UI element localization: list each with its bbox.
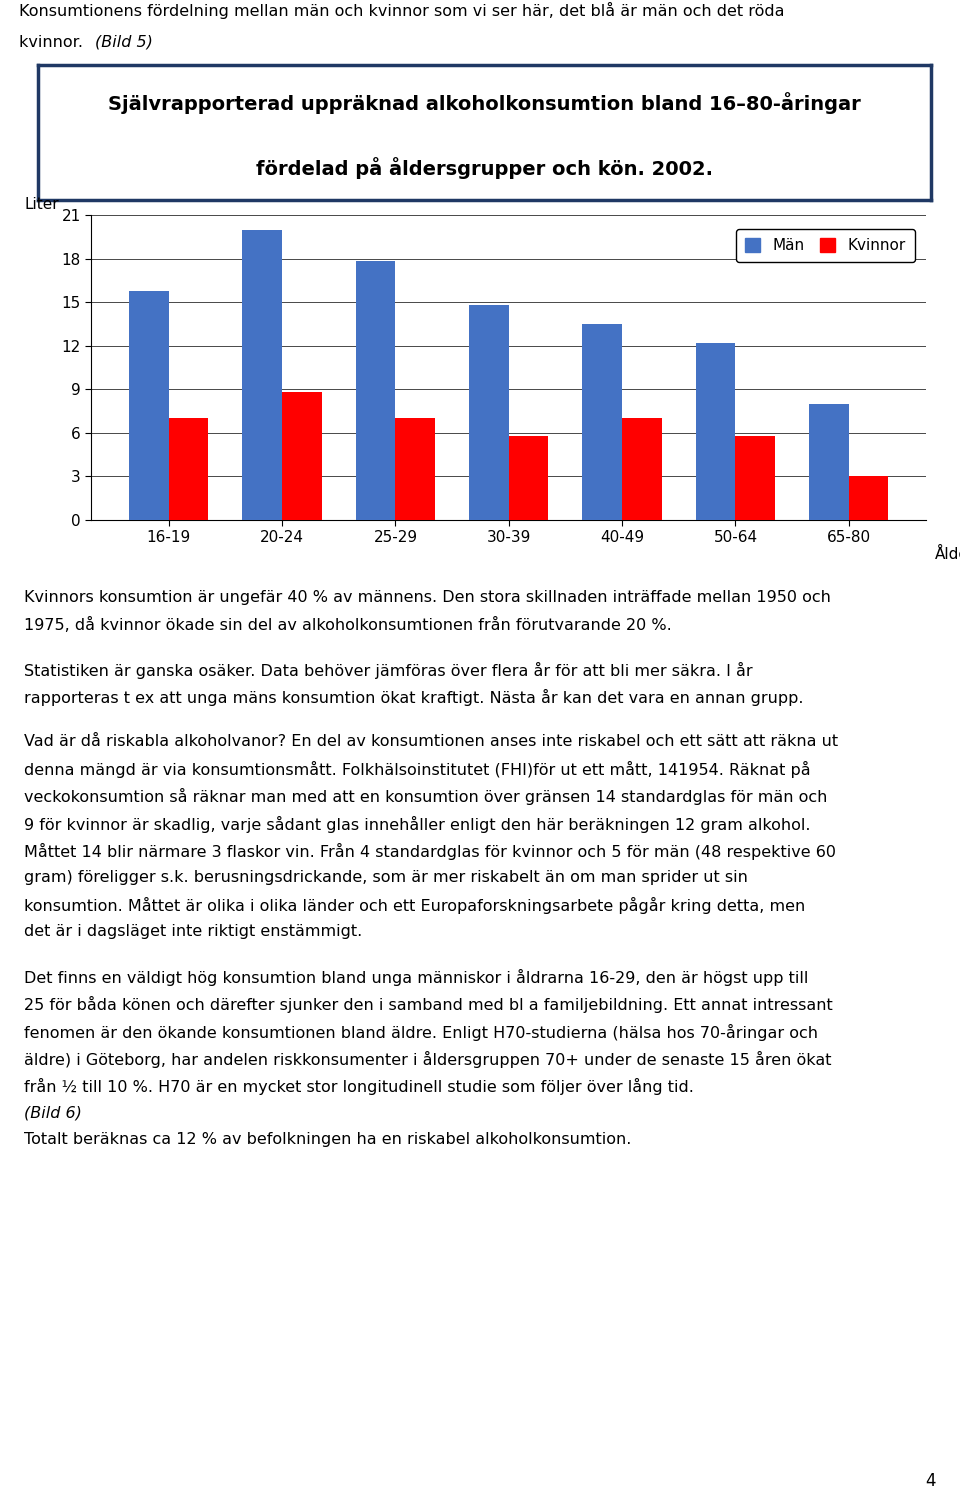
Bar <box>509 436 548 520</box>
Text: fördelad på åldersgrupper och kön. 2002.: fördelad på åldersgrupper och kön. 2002. <box>256 156 713 178</box>
Text: det är i dagsläget inte riktigt enstämmigt.: det är i dagsläget inte riktigt enstämmi… <box>24 924 362 939</box>
Legend: Män, Kvinnor: Män, Kvinnor <box>735 228 915 262</box>
Bar <box>809 404 849 520</box>
Text: (Bild 6): (Bild 6) <box>24 1106 82 1120</box>
Text: 1975, då kvinnor ökade sin del av alkoholkonsumtionen från förutvarande 20 %.: 1975, då kvinnor ökade sin del av alkoho… <box>24 616 672 633</box>
Text: från ½ till 10 %. H70 är en mycket stor longitudinell studie som följer över lån: från ½ till 10 %. H70 är en mycket stor … <box>24 1078 694 1095</box>
Text: Totalt beräknas ca 12 % av befolkningen ha en riskabel alkoholkonsumtion.: Totalt beräknas ca 12 % av befolkningen … <box>24 1132 632 1148</box>
Text: 4: 4 <box>925 1473 936 1491</box>
Text: (Bild 5): (Bild 5) <box>95 34 153 50</box>
Bar <box>735 436 775 520</box>
Bar <box>282 392 322 520</box>
Text: gram) föreligger s.k. berusningsdrickande, som är mer riskabelt än om man spride: gram) föreligger s.k. berusningsdrickand… <box>24 870 748 885</box>
Bar <box>849 477 888 520</box>
Text: Liter: Liter <box>24 196 59 211</box>
Text: äldre) i Göteborg, har andelen riskkonsumenter i åldersgruppen 70+ under de sena: äldre) i Göteborg, har andelen riskkonsu… <box>24 1052 831 1068</box>
Text: Vad är då riskabla alkoholvanor? En del av konsumtionen anses inte riskabel och : Vad är då riskabla alkoholvanor? En del … <box>24 734 838 748</box>
Text: rapporteras t ex att unga mäns konsumtion ökat kraftigt. Nästa år kan det vara e: rapporteras t ex att unga mäns konsumtio… <box>24 688 804 706</box>
Bar <box>622 419 661 520</box>
Text: Konsumtionens fördelning mellan män och kvinnor som vi ser här, det blå är män o: Konsumtionens fördelning mellan män och … <box>19 2 784 20</box>
Bar <box>696 344 735 520</box>
Text: Måttet 14 blir närmare 3 flaskor vin. Från 4 standardglas för kvinnor och 5 för : Måttet 14 blir närmare 3 flaskor vin. Fr… <box>24 843 836 860</box>
Bar <box>169 419 208 520</box>
Text: Ålder: Ålder <box>935 548 960 562</box>
Text: denna mängd är via konsumtionsmått. Folkhälsoinstitutet (FHI)för ut ett mått, 14: denna mängd är via konsumtionsmått. Folk… <box>24 762 810 778</box>
Text: 25 för båda könen och därefter sjunker den i samband med bl a familjebildning. E: 25 för båda könen och därefter sjunker d… <box>24 996 832 1014</box>
Text: Kvinnors konsumtion är ungefär 40 % av männens. Den stora skillnaden inträffade : Kvinnors konsumtion är ungefär 40 % av m… <box>24 590 830 604</box>
Text: 9 för kvinnor är skadlig, varje sådant glas innehåller enligt den här beräkninge: 9 för kvinnor är skadlig, varje sådant g… <box>24 816 810 833</box>
Text: veckokonsumtion så räknar man med att en konsumtion över gränsen 14 standardglas: veckokonsumtion så räknar man med att en… <box>24 789 828 806</box>
Bar <box>356 261 396 520</box>
Bar <box>469 304 509 520</box>
Text: Det finns en väldigt hög konsumtion bland unga människor i åldrarna 16-29, den ä: Det finns en väldigt hög konsumtion blan… <box>24 969 808 987</box>
Bar <box>396 419 435 520</box>
Text: Självrapporterad uppräknad alkoholkonsumtion bland 16–80-åringar: Självrapporterad uppräknad alkoholkonsum… <box>108 92 861 114</box>
Bar <box>130 291 169 520</box>
Text: Statistiken är ganska osäker. Data behöver jämföras över flera år för att bli me: Statistiken är ganska osäker. Data behöv… <box>24 662 753 680</box>
Text: kvinnor.: kvinnor. <box>19 34 88 50</box>
Bar <box>243 230 282 520</box>
Bar <box>583 324 622 520</box>
Text: 11: 11 <box>908 68 931 86</box>
Text: fenomen är den ökande konsumtionen bland äldre. Enligt H70-studierna (hälsa hos : fenomen är den ökande konsumtionen bland… <box>24 1023 818 1041</box>
Text: konsumtion. Måttet är olika i olika länder och ett Europaforskningsarbete pågår : konsumtion. Måttet är olika i olika länd… <box>24 897 805 914</box>
